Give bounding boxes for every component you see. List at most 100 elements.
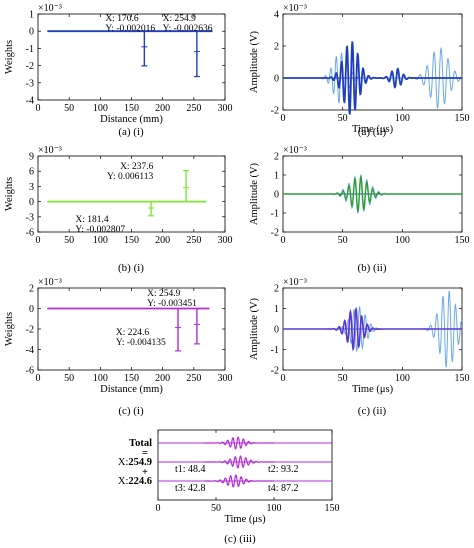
- y-tick-label: 1: [274, 304, 279, 315]
- datatip-y: Y: -0.003451: [147, 299, 197, 309]
- x-tick-label: 300: [218, 235, 233, 246]
- x-tick-label: 0: [281, 113, 286, 124]
- x-tick-label: 50: [338, 113, 348, 124]
- x-tick-label: 100: [395, 235, 410, 246]
- x-tick-label: 0: [156, 503, 161, 514]
- x-axis-label: Distance (mm): [100, 384, 163, 395]
- x-tick-label: 150: [124, 103, 139, 114]
- axis-exponent-label: ×10⁻³: [38, 277, 62, 288]
- series-line: [283, 174, 462, 214]
- y-tick-label: 4: [274, 10, 279, 21]
- datatip-y: Y: -0.004135: [116, 338, 166, 348]
- datatip-y: Y: 0.006113: [107, 172, 154, 182]
- time-annotation: t4: 87.2: [268, 483, 299, 494]
- datatip-x: X: 170.6: [105, 14, 139, 24]
- y-tick-label: 2: [29, 284, 34, 295]
- y-axis-label: Amplitude (V): [249, 162, 260, 225]
- x-tick-label: 250: [186, 103, 201, 114]
- chart-panel-b1: 0 50 100 150 200 250 300 -6 -3 0 3 6 9 ×10⁻³ Weights X:…: [4, 145, 233, 274]
- x-tick-label: 250: [186, 373, 201, 384]
- x-axis-label: Time (μs): [352, 124, 394, 135]
- x-tick-label: 0: [36, 235, 41, 246]
- y-tick-label: 0: [29, 27, 34, 38]
- panel-label: (c) (i): [118, 405, 144, 417]
- time-annotation: t3: 42.8: [175, 483, 206, 494]
- y-tick-label: -2: [271, 366, 279, 377]
- y-tick-label: 0: [274, 325, 279, 336]
- x-tick-label: 50: [211, 503, 221, 514]
- y-tick-label: 0: [274, 74, 279, 85]
- axis-exponent-label: ×10⁻³: [283, 277, 307, 288]
- y-axis-label: Weights: [4, 40, 15, 74]
- x-tick-label: 300: [218, 373, 233, 384]
- y-tick-label: -2: [26, 325, 34, 336]
- x-tick-label: 100: [93, 373, 108, 384]
- y-tick-label: 0: [29, 197, 34, 208]
- datatip-x: X: 254.9: [147, 289, 181, 299]
- y-axis-label: Weights: [4, 312, 15, 346]
- x-tick-label: 0: [281, 373, 286, 384]
- datatip-x: X: 181.4: [75, 215, 109, 225]
- series-line: [204, 474, 274, 488]
- series-line: [204, 455, 274, 469]
- x-tick-label: 200: [155, 235, 170, 246]
- x-tick-label: 0: [36, 103, 41, 114]
- y-tick-label: -1: [271, 345, 279, 356]
- row-label-x2-value: 224.6: [128, 476, 152, 487]
- y-axis-label: Amplitude (V): [249, 297, 260, 360]
- chart-panel-c2: 0 50 100 150 -2 -1 0 1 2 ×10⁻³ Amplitude (V) Time (…: [249, 277, 470, 417]
- row-label-x1: X:254.9: [118, 457, 152, 468]
- y-tick-label: -2: [271, 228, 279, 239]
- datatip-y: Y: -0.002636: [163, 24, 213, 34]
- y-tick-label: -1: [26, 44, 34, 55]
- panel-label: (b) (ii): [357, 262, 386, 274]
- chart-panel-c1: 0 50 100 150 200 250 300 -6 -4 -2 0 2 ×10⁻³ Weights Di…: [4, 277, 233, 417]
- x-tick-label: 100: [93, 235, 108, 246]
- y-tick-label: 1: [29, 10, 34, 21]
- x-tick-label: 150: [325, 503, 340, 514]
- x-tick-label: 150: [455, 113, 470, 124]
- chart-panel-b2: 0 50 100 150 -2 -1 0 1 2 ×10⁻³ Amplitude (V) (b) (i…: [249, 145, 470, 274]
- axes-frame: [157, 429, 333, 501]
- row-label-total: Total: [129, 438, 152, 449]
- y-tick-label: -3: [26, 212, 34, 223]
- y-tick-label: -6: [26, 366, 34, 377]
- datatip-x: X: 224.6: [116, 328, 149, 338]
- x-axis-label: Time (μs): [224, 514, 266, 525]
- x-tick-label: 50: [64, 103, 74, 114]
- x-tick-label: 100: [93, 103, 108, 114]
- panel-label: (a) (i): [118, 126, 144, 138]
- x-axis-label: Distance (mm): [100, 114, 163, 125]
- x-tick-label: 50: [338, 373, 348, 384]
- axis-exponent-label: ×10⁻³: [283, 145, 307, 156]
- x-tick-label: 0: [36, 373, 41, 384]
- row-label-x1-prefix: X:: [118, 457, 129, 468]
- y-tick-label: 2: [274, 152, 279, 163]
- panel-label: (c) (ii): [358, 405, 387, 417]
- series-line: [283, 41, 462, 115]
- x-tick-label: 200: [155, 373, 170, 384]
- panel-label: (b) (i): [118, 262, 144, 274]
- panel-label: (a) (ii): [358, 126, 387, 138]
- x-tick-label: 100: [267, 503, 282, 514]
- datatip-y: Y: -0.002807: [75, 225, 125, 235]
- row-label-x2: X:224.6: [118, 476, 152, 487]
- axis-exponent-label: ×10⁻³: [38, 145, 62, 156]
- x-tick-label: 100: [395, 113, 410, 124]
- x-tick-label: 150: [455, 373, 470, 384]
- x-tick-label: 300: [218, 103, 233, 114]
- y-tick-label: -3: [26, 78, 34, 89]
- y-tick-label: 3: [29, 182, 34, 193]
- y-tick-label: -6: [26, 228, 34, 239]
- y-tick-label: -1: [271, 209, 279, 220]
- y-tick-label: 0: [29, 304, 34, 315]
- chart-panel-a1: 0 50 100 150 200 250 300 -4 -3 -2 -1 0 1 ×10⁻³ Weights…: [4, 3, 233, 138]
- time-annotation: t2: 93.2: [268, 464, 299, 475]
- series-line: [204, 436, 274, 450]
- axis-exponent-label: ×10⁻³: [283, 3, 307, 14]
- x-tick-label: 50: [338, 235, 348, 246]
- row-label-plus: +: [142, 467, 148, 478]
